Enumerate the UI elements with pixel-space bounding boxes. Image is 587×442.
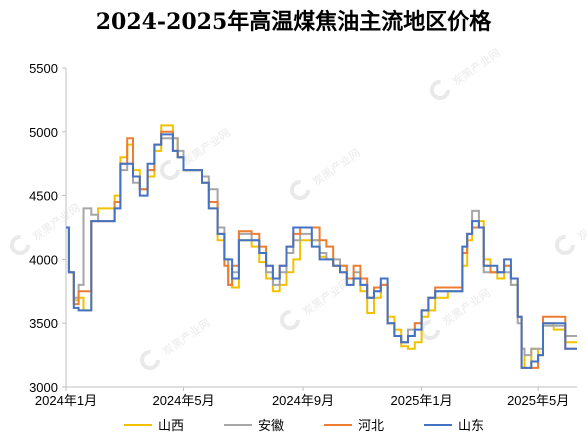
- series-line-山西: [66, 124, 577, 369]
- legend-label: 山东: [458, 419, 484, 434]
- watermark-text: 炭黑产业网: [30, 200, 83, 243]
- x-axis: 2024年1月 2024年5月 2024年9月 2025年1月 2025年5月: [35, 386, 577, 408]
- x-tick-label: 2025年5月: [507, 393, 569, 408]
- watermark-mark: 炭黑产业网: [430, 45, 503, 100]
- y-tick-label: 4000: [29, 252, 58, 267]
- x-tick-label: 2025年1月: [390, 393, 452, 408]
- chart-title: 2024-2025年高温煤焦油主流地区价格: [95, 9, 492, 35]
- watermark-text: 炭黑产业网: [575, 200, 587, 243]
- series-line-山东: [66, 133, 577, 369]
- watermark-mark: 炭黑产业网: [140, 315, 213, 370]
- legend-item: 河北: [324, 419, 384, 434]
- x-tick-label: 2024年5月: [152, 393, 214, 408]
- legend-item: 山东: [424, 419, 484, 434]
- legend-label: 安徽: [258, 419, 284, 434]
- legend-label: 河北: [358, 419, 384, 434]
- watermark-text: 炭黑产业网: [180, 125, 233, 168]
- y-tick-label: 5500: [29, 61, 58, 76]
- watermark-text: 炭黑产业网: [160, 315, 213, 358]
- legend-item: 安徽: [224, 419, 284, 434]
- series-layer: [66, 124, 577, 369]
- watermark-text: 炭黑产业网: [310, 145, 363, 188]
- watermark-text: 炭黑产业网: [450, 45, 503, 88]
- y-axis: 3000 3500 4000 4500 5000 5500: [29, 61, 67, 395]
- series-line-河北: [66, 130, 577, 369]
- legend-label: 山西: [158, 419, 184, 434]
- watermark-mark: 炭黑产业网: [555, 200, 587, 255]
- watermark-mark: 炭黑产业网: [420, 285, 493, 340]
- y-tick-label: 3500: [29, 316, 58, 331]
- y-tick-label: 4500: [29, 189, 58, 204]
- legend: 山西 安徽 河北 山东: [124, 419, 484, 434]
- y-tick-label: 5000: [29, 125, 58, 140]
- watermark-mark: 炭黑产业网: [10, 200, 83, 255]
- legend-item: 山西: [124, 419, 184, 434]
- watermark-text: 炭黑产业网: [300, 275, 353, 318]
- y-tick-label: 3000: [29, 380, 58, 395]
- x-tick-label: 2024年1月: [35, 393, 97, 408]
- watermark-mark: 炭黑产业网: [290, 145, 363, 200]
- watermark-mark: 炭黑产业网: [280, 275, 353, 330]
- x-tick-label: 2024年9月: [272, 393, 334, 408]
